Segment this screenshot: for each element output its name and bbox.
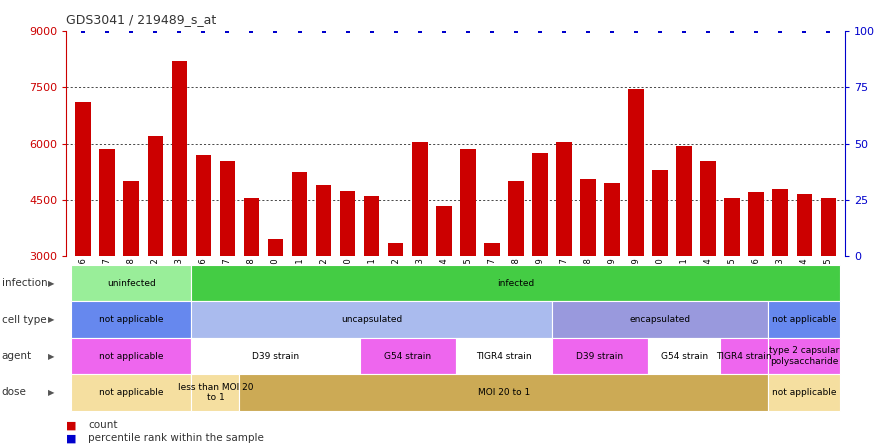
Bar <box>172 61 187 256</box>
Text: cell type: cell type <box>2 315 46 325</box>
Bar <box>148 136 163 256</box>
Bar <box>652 170 668 256</box>
Bar <box>243 198 259 256</box>
Text: D39 strain: D39 strain <box>252 352 299 361</box>
Text: G54 strain: G54 strain <box>384 352 431 361</box>
Bar <box>484 243 500 256</box>
Text: ■: ■ <box>66 433 77 443</box>
Text: TIGR4 strain: TIGR4 strain <box>716 352 772 361</box>
Text: not applicable: not applicable <box>99 352 164 361</box>
Bar <box>364 196 380 256</box>
Text: ■: ■ <box>66 420 77 430</box>
Text: encapsulated: encapsulated <box>629 315 690 324</box>
Bar <box>196 155 212 256</box>
Bar <box>292 172 307 256</box>
Text: not applicable: not applicable <box>772 388 836 397</box>
Bar <box>628 89 644 256</box>
Bar <box>796 194 812 256</box>
Bar <box>436 206 451 256</box>
Bar <box>820 198 836 256</box>
Bar <box>316 185 331 256</box>
Bar <box>267 239 283 256</box>
Bar <box>412 142 427 256</box>
Text: type 2 capsular
polysaccharide: type 2 capsular polysaccharide <box>769 346 840 366</box>
Bar <box>340 190 356 256</box>
Bar <box>460 149 475 256</box>
Bar <box>700 161 716 256</box>
Text: less than MOI 20
to 1: less than MOI 20 to 1 <box>178 383 253 402</box>
Text: GDS3041 / 219489_s_at: GDS3041 / 219489_s_at <box>66 13 217 26</box>
Bar <box>75 103 91 256</box>
Text: uninfected: uninfected <box>107 279 156 288</box>
Bar <box>219 161 235 256</box>
Text: dose: dose <box>2 388 27 397</box>
Bar <box>508 181 524 256</box>
Bar <box>725 198 740 256</box>
Text: infection: infection <box>2 278 48 288</box>
Text: G54 strain: G54 strain <box>660 352 708 361</box>
Text: uncapsulated: uncapsulated <box>341 315 403 324</box>
Bar <box>388 243 404 256</box>
Text: ▶: ▶ <box>48 352 55 361</box>
Text: MOI 20 to 1: MOI 20 to 1 <box>478 388 530 397</box>
Text: agent: agent <box>2 351 32 361</box>
Text: percentile rank within the sample: percentile rank within the sample <box>88 433 265 443</box>
Text: not applicable: not applicable <box>772 315 836 324</box>
Text: ▶: ▶ <box>48 388 55 397</box>
Text: ▶: ▶ <box>48 279 55 288</box>
Text: not applicable: not applicable <box>99 315 164 324</box>
Bar <box>676 146 692 256</box>
Bar <box>749 192 764 256</box>
Bar <box>532 153 548 256</box>
Text: count: count <box>88 420 118 430</box>
Text: not applicable: not applicable <box>99 388 164 397</box>
Bar <box>604 183 620 256</box>
Bar <box>773 189 788 256</box>
Text: ▶: ▶ <box>48 315 55 324</box>
Bar <box>581 179 596 256</box>
Text: infected: infected <box>497 279 535 288</box>
Text: TIGR4 strain: TIGR4 strain <box>476 352 532 361</box>
Text: D39 strain: D39 strain <box>576 352 624 361</box>
Bar <box>556 142 572 256</box>
Bar <box>99 149 115 256</box>
Bar <box>124 181 139 256</box>
